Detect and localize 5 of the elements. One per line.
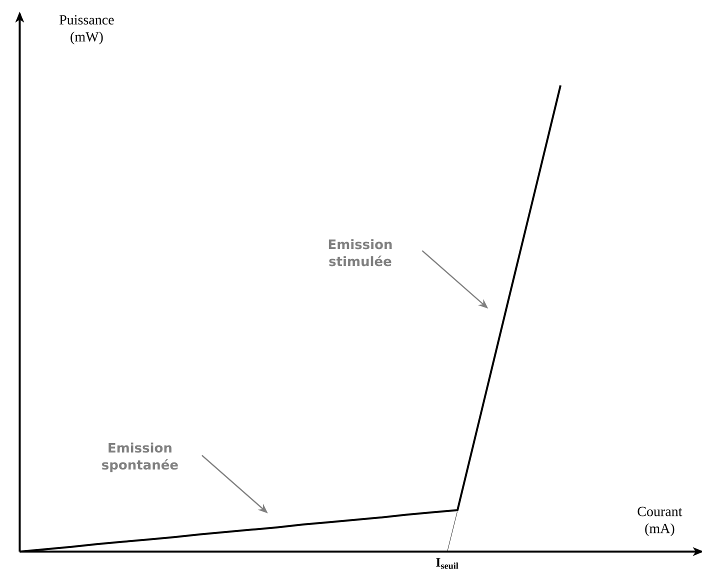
text: I$_{seuil}$	[436, 558, 458, 569]
annotation: Emission stimulée	[328, 239, 392, 266]
y-axis-title: Puissance (mW)	[60, 15, 114, 44]
x-axis-title: Courant (mA)	[638, 506, 682, 536]
annotation: Emission spontanée	[102, 442, 178, 472]
